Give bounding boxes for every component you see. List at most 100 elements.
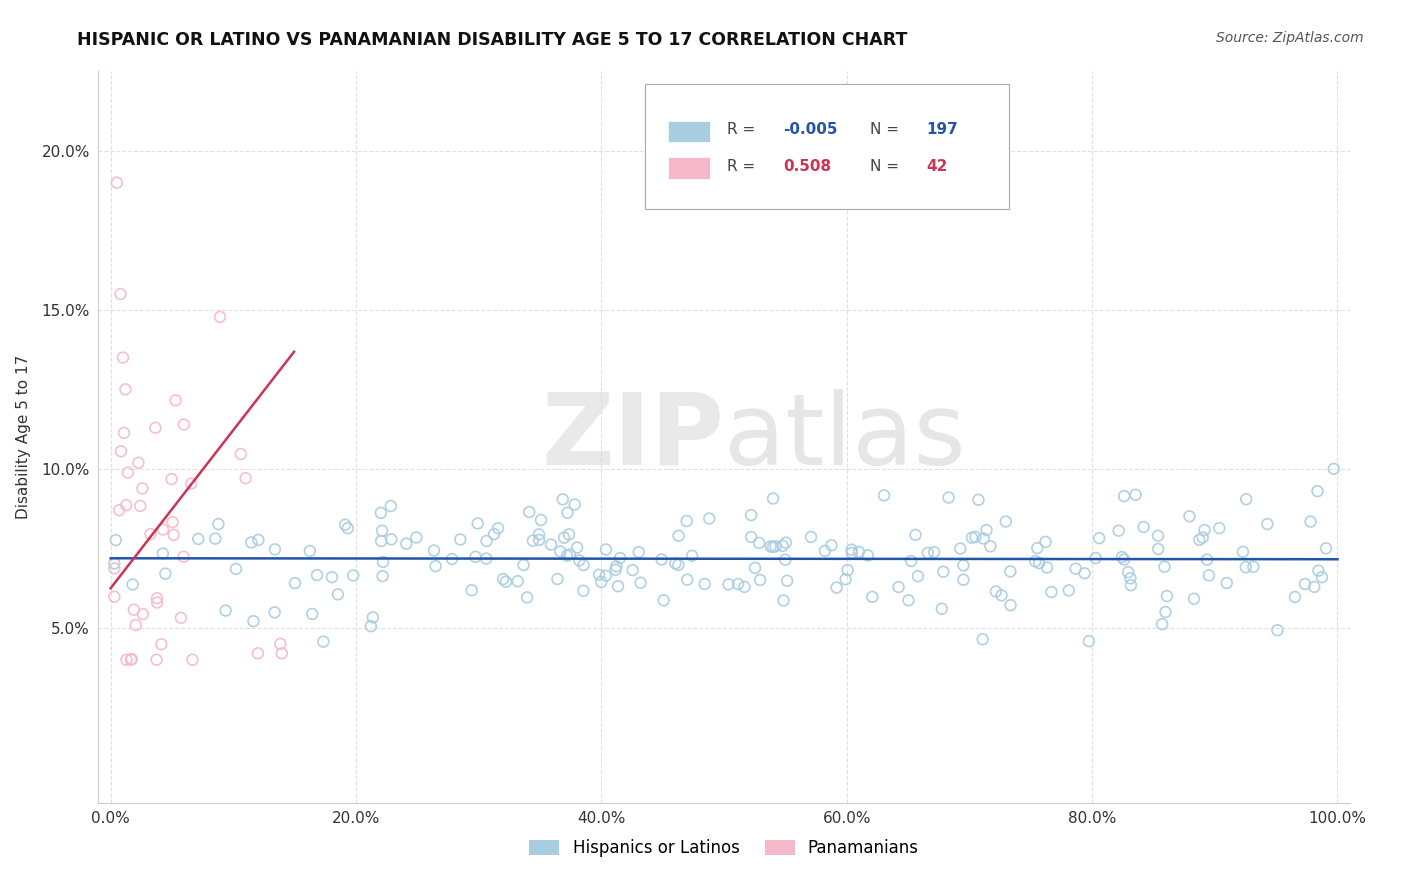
Point [772,593,794,607]
Point [464,549,486,564]
Point [371,524,394,538]
Point [103,561,125,575]
Point [564,498,586,512]
Point [298,544,321,558]
Point [530,513,553,527]
Point [772,539,794,553]
Point [516,591,538,605]
Point [117,466,139,480]
Point [105,176,128,190]
Point [595,568,617,582]
Point [395,536,418,550]
Point [1234,492,1257,507]
Point [984,584,1007,599]
Point [572,583,595,598]
Point [173,549,195,564]
Text: N =: N = [870,122,904,137]
Text: -0.005: -0.005 [783,122,838,137]
Point [1084,551,1107,566]
Point [173,417,195,432]
Point [152,523,174,537]
Point [145,421,167,435]
Point [994,515,1017,529]
Point [591,574,613,589]
Point [475,551,498,566]
Text: R =: R = [727,122,759,137]
Point [668,529,690,543]
Point [734,580,756,594]
Text: 42: 42 [927,159,948,174]
Point [965,530,987,544]
Point [952,573,974,587]
Point [492,572,515,586]
Point [897,593,920,607]
Point [1077,634,1099,648]
Point [651,552,673,566]
Point [122,603,145,617]
Point [1154,605,1177,619]
Point [907,569,929,583]
Point [1132,520,1154,534]
Point [380,533,402,547]
Point [235,471,257,485]
Point [326,587,349,601]
Point [1267,623,1289,637]
Point [949,541,972,556]
Point [336,521,359,535]
Point [467,516,489,531]
Point [681,549,703,563]
Point [1241,559,1264,574]
Point [150,637,173,651]
Point [110,444,132,458]
Point [1111,550,1133,565]
Point [1147,541,1170,556]
Point [1119,578,1142,592]
Point [1153,559,1175,574]
Point [165,393,187,408]
Point [558,548,581,562]
Point [960,531,983,545]
Point [1284,590,1306,604]
Point [132,607,155,621]
Point [1208,521,1230,535]
Point [139,527,162,541]
Point [1040,585,1063,599]
Point [162,515,184,529]
Point [775,552,797,566]
Point [1114,552,1136,566]
Point [110,287,132,301]
Point [553,531,575,545]
Point [371,555,394,569]
Point [675,514,697,528]
Point [1088,531,1111,545]
Point [495,574,517,589]
Point [588,567,610,582]
Point [263,606,285,620]
Point [814,544,837,558]
Y-axis label: Disability Age 5 to 17: Disability Age 5 to 17 [15,355,31,519]
Point [305,568,328,582]
Point [127,456,149,470]
Point [301,607,323,621]
Point [240,535,263,549]
Text: atlas: atlas [724,389,966,485]
Point [775,535,797,549]
Point [371,569,394,583]
Point [380,499,402,513]
Point [727,577,749,591]
Point [1306,484,1329,499]
Point [1116,565,1139,579]
Point [605,559,627,574]
Text: HISPANIC OR LATINO VS PANAMANIAN DISABILITY AGE 5 TO 17 CORRELATION CHART: HISPANIC OR LATINO VS PANAMANIAN DISABIL… [77,31,908,49]
Point [972,632,994,647]
Point [932,565,955,579]
Text: Source: ZipAtlas.com: Source: ZipAtlas.com [1216,31,1364,45]
Point [1198,568,1220,582]
Point [776,574,799,588]
Point [664,557,686,571]
Text: R =: R = [727,159,765,174]
Point [1035,534,1057,549]
FancyBboxPatch shape [645,84,1010,209]
Point [145,653,167,667]
Point [104,533,127,547]
